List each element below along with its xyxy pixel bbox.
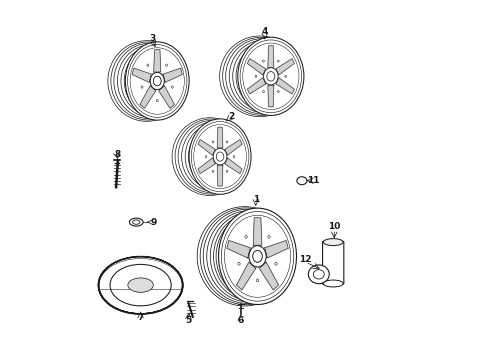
Ellipse shape [263,90,264,93]
Ellipse shape [238,262,240,265]
Ellipse shape [212,170,214,172]
Polygon shape [259,262,278,290]
Polygon shape [276,59,294,75]
Ellipse shape [277,60,279,62]
Ellipse shape [275,262,277,265]
Ellipse shape [125,42,189,120]
Polygon shape [225,140,242,155]
Polygon shape [247,59,266,75]
Polygon shape [159,86,174,108]
Ellipse shape [150,72,164,90]
Ellipse shape [130,48,184,114]
Ellipse shape [194,125,246,189]
Polygon shape [268,46,274,67]
Text: 6: 6 [238,316,244,325]
Text: 9: 9 [150,217,156,227]
Ellipse shape [268,235,270,238]
Polygon shape [237,262,256,290]
Polygon shape [198,158,215,174]
Text: 2: 2 [228,112,234,121]
Ellipse shape [213,148,227,165]
FancyBboxPatch shape [322,241,344,284]
Polygon shape [154,50,161,72]
Ellipse shape [110,264,171,306]
Polygon shape [247,78,266,94]
Polygon shape [198,140,215,155]
Ellipse shape [150,72,164,90]
Ellipse shape [323,239,343,246]
Ellipse shape [263,60,264,62]
Ellipse shape [147,64,149,66]
Ellipse shape [224,215,291,297]
Ellipse shape [249,246,266,267]
Polygon shape [217,165,223,186]
Polygon shape [163,68,182,82]
Ellipse shape [212,141,214,143]
Polygon shape [265,240,288,258]
Ellipse shape [277,90,279,93]
Ellipse shape [216,152,224,161]
Text: 3: 3 [149,34,156,43]
Ellipse shape [264,68,278,85]
Polygon shape [225,158,242,174]
Polygon shape [276,78,294,94]
Polygon shape [140,86,156,108]
Ellipse shape [267,72,275,81]
Ellipse shape [141,86,143,88]
Ellipse shape [226,170,228,172]
Ellipse shape [166,64,168,66]
Ellipse shape [253,251,262,262]
Text: 10: 10 [328,222,341,231]
Text: 7: 7 [137,313,144,322]
Ellipse shape [255,75,257,77]
Ellipse shape [156,99,158,102]
Text: 5: 5 [185,316,192,325]
Text: 4: 4 [262,27,268,36]
Ellipse shape [219,208,296,305]
Ellipse shape [253,251,262,262]
Polygon shape [132,68,151,82]
Polygon shape [217,127,223,148]
Ellipse shape [129,218,143,226]
Polygon shape [268,85,274,107]
Ellipse shape [323,280,343,287]
Text: 11: 11 [307,176,319,185]
Text: 1: 1 [253,195,259,204]
Ellipse shape [308,265,329,284]
Polygon shape [253,218,262,245]
Ellipse shape [238,37,304,116]
Ellipse shape [128,278,153,292]
Ellipse shape [249,246,266,267]
Ellipse shape [226,141,228,143]
Ellipse shape [233,156,235,158]
Ellipse shape [243,43,299,109]
Polygon shape [227,240,250,258]
Text: 8: 8 [114,150,121,159]
Ellipse shape [245,235,247,238]
Ellipse shape [153,76,161,86]
Ellipse shape [205,156,207,158]
Ellipse shape [172,86,173,88]
Ellipse shape [153,76,161,86]
Text: 12: 12 [299,256,312,264]
Ellipse shape [285,75,287,77]
Ellipse shape [189,119,251,194]
Ellipse shape [297,177,307,185]
Ellipse shape [256,279,259,282]
